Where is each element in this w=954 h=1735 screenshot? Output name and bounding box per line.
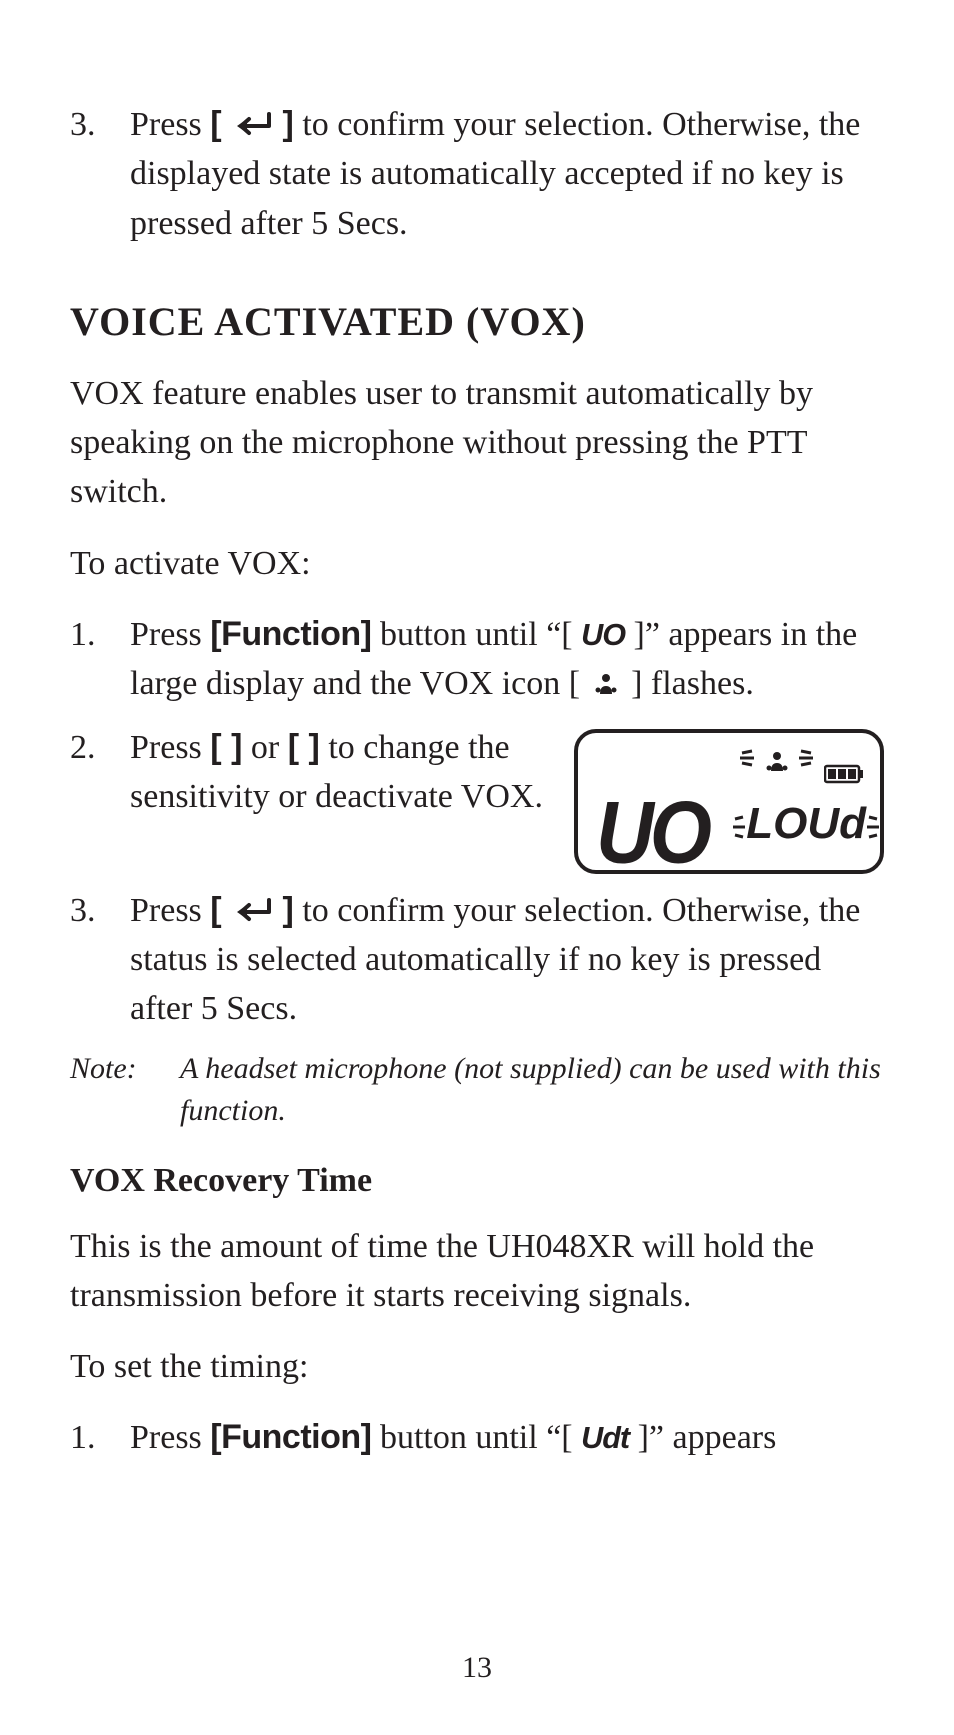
step-number: 1. (70, 1413, 130, 1462)
text-fragment: or (242, 729, 287, 766)
vox-step-1: 1. Press [Function] button until “[ UO ]… (70, 610, 884, 711)
lcd-battery-icon (824, 749, 864, 798)
enter-icon (231, 111, 273, 137)
text-fragment: ]” appears (629, 1419, 776, 1456)
lcd-code-udt: Udt (581, 1421, 629, 1455)
step-text: Press [ ] to confirm your selection. Oth… (130, 886, 884, 1034)
vox-note: Note: A headset microphone (not supplied… (70, 1048, 884, 1132)
vox-step-2: 2. Press [ ] or [ ] to change the sensit… (70, 723, 884, 874)
key-bracket-close: ] (273, 891, 294, 929)
vox-step-3: 3. Press [ ] to confirm your selection. … (70, 886, 884, 1034)
flash-mark-left (738, 747, 756, 778)
page-number: 13 (0, 1651, 954, 1685)
key-bracket-open: [ (210, 105, 231, 143)
step-3-confirm: 3. Press [ ] to confirm your selection. … (70, 100, 884, 248)
vox-steps: 1. Press [Function] button until “[ UO ]… (70, 610, 884, 1033)
step-2-row: Press [ ] or [ ] to change the sensitivi… (130, 723, 884, 874)
key-bracket-open: [ (288, 728, 299, 766)
text-fragment: Press (130, 106, 210, 143)
lcd-small-text: LOUd (746, 799, 866, 848)
vox-lead: To activate VOX: (70, 539, 884, 588)
vox-person-icon (589, 661, 623, 710)
text-fragment: button until “[ (371, 616, 581, 653)
lcd-code-uo: UO (581, 618, 625, 652)
step-number: 1. (70, 610, 130, 711)
recovery-lead: To set the timing: (70, 1342, 884, 1391)
step-number: 2. (70, 723, 130, 874)
lcd-big-text: UO (596, 769, 708, 897)
key-bracket-close: ] (299, 728, 320, 766)
text-fragment: Press (130, 1419, 210, 1456)
key-bracket-open: [ (210, 891, 231, 929)
step-2-text: Press [ ] or [ ] to change the sensitivi… (130, 723, 556, 822)
step-text: Press [ ] to confirm your selection. Oth… (130, 100, 884, 248)
recovery-heading: VOX Recovery Time (70, 1162, 884, 1200)
vox-heading: VOICE ACTIVATED (VOX) (70, 298, 884, 345)
note-text: A headset microphone (not supplied) can … (180, 1048, 884, 1132)
recovery-intro: This is the amount of time the UH048XR w… (70, 1222, 884, 1321)
flash-mark-right (866, 812, 880, 842)
text-fragment: ] flashes. (623, 665, 754, 702)
text-fragment: Press (130, 729, 210, 766)
step-text: Press [Function] button until “[ UO ]” a… (130, 610, 884, 711)
vox-person-icon (762, 749, 792, 773)
step-number: 3. (70, 886, 130, 1034)
key-bracket-close: ] (273, 105, 294, 143)
step-number: 3. (70, 100, 130, 248)
previous-steps-continuation: 3. Press [ ] to confirm your selection. … (70, 100, 884, 248)
key-bracket-close: ] (222, 728, 243, 766)
lcd-display: UO LOUd (574, 729, 884, 874)
lcd-vox-icon (738, 747, 815, 782)
flash-mark-left (732, 812, 746, 842)
enter-icon (231, 897, 273, 923)
vox-intro: VOX feature enables user to transmit aut… (70, 369, 884, 517)
text-fragment: button until “[ (371, 1419, 581, 1456)
note-label: Note: (70, 1048, 180, 1132)
recovery-steps: 1. Press [Function] button until “[ Udt … (70, 1413, 884, 1462)
step-text: Press [Function] button until “[ Udt ]” … (130, 1413, 884, 1462)
text-fragment: Press (130, 892, 210, 929)
lcd-small-row: LOUd (732, 792, 880, 856)
function-key-label: [Function] (210, 1418, 371, 1456)
flash-mark-right (797, 747, 815, 778)
function-key-label: [Function] (210, 615, 371, 653)
text-fragment: Press (130, 616, 210, 653)
recovery-step-1: 1. Press [Function] button until “[ Udt … (70, 1413, 884, 1462)
key-bracket-open: [ (210, 728, 221, 766)
